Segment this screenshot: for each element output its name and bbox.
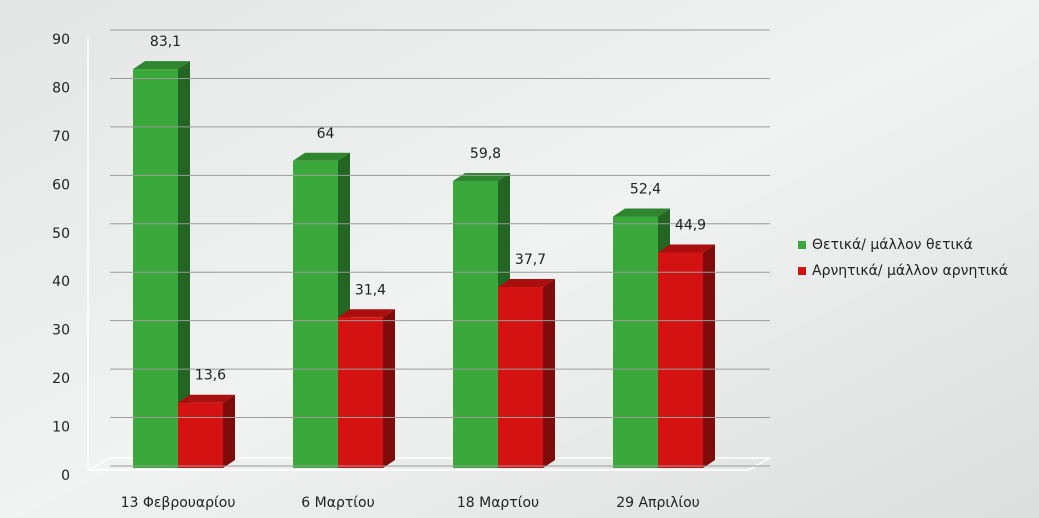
data-label: 83,1 [150,34,181,50]
bar-side [703,244,715,468]
bar-front [613,216,658,468]
y-tick-label: 20 [52,371,70,387]
bar-top [498,279,555,288]
legend-label: Θετικά/ μάλλον θετικά [812,237,973,253]
data-label: 13,6 [195,368,226,384]
legend-swatch [798,241,806,249]
x-tick-label: 6 Μαρτίου [301,495,374,511]
bar [178,394,235,468]
y-tick-label: 10 [52,420,70,436]
bar-top [178,394,235,403]
x-tick-label: 13 Φεβρουαρίου [121,495,236,511]
bar-side [223,394,235,468]
bar-front [498,287,543,468]
legend-label: Αρνητικά/ μάλλον αρνητικά [812,263,1008,279]
bar [498,279,555,468]
bar-front [178,402,223,468]
bar-side [178,61,190,469]
bar [133,61,190,469]
bar-front [658,252,703,468]
y-tick-label: 70 [52,129,70,145]
data-label: 37,7 [515,252,546,268]
bar-side [383,309,395,468]
bar-top [613,208,670,217]
data-label: 44,9 [675,217,706,233]
y-tick-label: 40 [52,274,70,290]
axis-line [87,457,111,471]
bar-front [453,180,498,468]
plot [133,61,715,469]
legend-swatch [798,267,806,275]
data-label: 59,8 [470,146,501,162]
y-tick-label: 60 [52,177,70,193]
y-tick-label: 50 [52,226,70,242]
bar-front [133,69,178,469]
x-tick-label: 29 Απριλίου [616,495,700,511]
bar-top [133,61,190,70]
bar-top [338,309,395,318]
bar-front [293,160,338,469]
data-label: 52,4 [630,181,661,197]
data-label: 64 [317,126,335,142]
bar-top [658,244,715,253]
y-tick-label: 80 [52,80,70,96]
bar-side [543,279,555,468]
y-tick-label: 0 [61,468,70,484]
x-tick-label: 18 Μαρτίου [457,495,539,511]
bar-top [293,152,350,161]
bar-front [338,317,383,468]
y-tick-label: 90 [52,32,70,48]
bar [338,309,395,468]
y-tick-label: 30 [52,323,70,339]
bar [658,244,715,468]
data-label: 31,4 [355,282,386,298]
